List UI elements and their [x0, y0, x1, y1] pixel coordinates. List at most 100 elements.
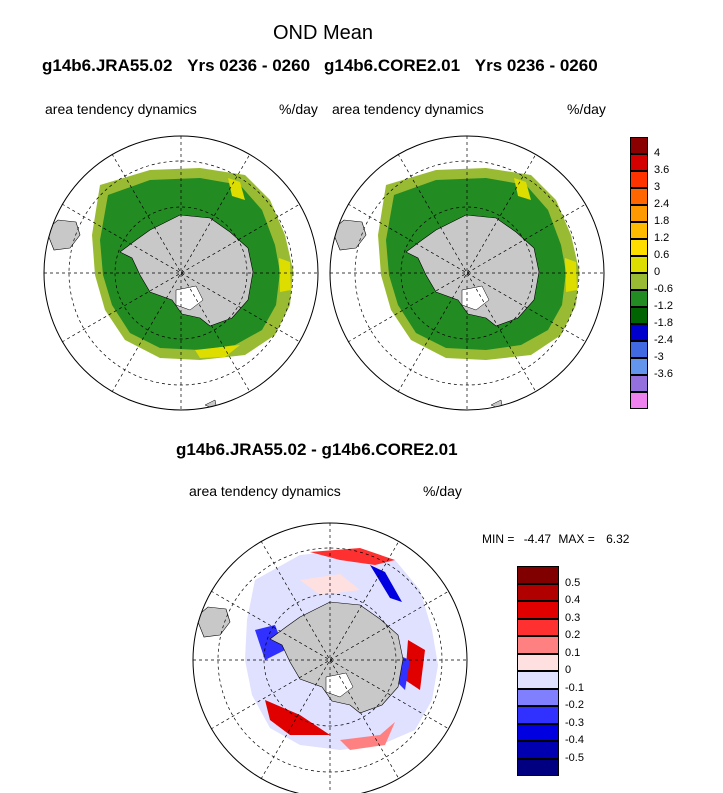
colorbar-top-swatch — [630, 358, 648, 375]
colorbar-top-swatch — [630, 171, 648, 188]
colorbar-top-swatch — [630, 273, 648, 290]
left-variable-label: area tendency dynamics — [45, 101, 197, 117]
colorbar-top-label: 1.2 — [654, 232, 670, 244]
left-ice-shelf — [175, 285, 204, 311]
colorbar-top-swatch — [630, 392, 648, 409]
diff-south-america — [195, 606, 231, 638]
colorbar-top-label: -3.6 — [654, 368, 673, 380]
diff-variable-label: area tendency dynamics — [189, 483, 341, 499]
colorbar-bottom-swatch — [517, 758, 559, 776]
colorbar-top-label: -1.8 — [654, 317, 673, 329]
colorbar-top: 4 3.6 3 2.4 1.8 1.2 0.6 0 -0.6 -1.2 -1.8 -2.4 -3 -3.6 — [630, 137, 708, 409]
left-ice-yellow-2 — [279, 258, 291, 292]
colorbar-top-swatch — [630, 256, 648, 273]
diff-blue-band-1 — [370, 565, 402, 602]
left-ice-yellow-3 — [195, 345, 240, 358]
right-south-america — [331, 219, 367, 251]
colorbar-bottom-label: 0.1 — [565, 646, 581, 659]
left-case-name: g14b6.JRA55.02 — [42, 56, 173, 75]
colorbar-top-swatch — [630, 137, 648, 154]
colorbar-bottom-label: 0.2 — [565, 629, 581, 641]
colorbar-top-swatch — [630, 154, 648, 171]
right-units-label: %/day — [567, 101, 606, 117]
colorbar-top-label: 1.8 — [654, 215, 670, 227]
colorbar-top-label: -1.2 — [654, 300, 673, 312]
right-antarctica — [405, 214, 540, 327]
right-graticule — [330, 136, 604, 410]
colorbar-top-label: -2.4 — [654, 334, 673, 346]
diff-red-band-4 — [405, 640, 425, 690]
colorbar-bottom-label: 0.5 — [565, 576, 581, 589]
right-polar-map — [329, 135, 605, 411]
colorbar-bottom-label: -0.2 — [565, 699, 584, 711]
max-label: MAX = — [558, 532, 595, 546]
right-variable-label: area tendency dynamics — [332, 101, 484, 117]
colorbar-top-label: 0.6 — [654, 249, 670, 261]
right-years: Yrs 0236 - 0260 — [474, 56, 598, 75]
colorbar-top-swatch — [630, 341, 648, 358]
diff-panel-title: g14b6.JRA55.02 - g14b6.CORE2.01 — [176, 440, 458, 459]
left-polar-map — [43, 135, 319, 411]
right-case-name: g14b6.CORE2.01 — [324, 56, 461, 75]
left-ice-yellow-1 — [228, 178, 245, 200]
diff-graticule — [193, 523, 467, 793]
colorbar-bottom-swatch — [517, 741, 559, 759]
left-units-label: %/day — [279, 101, 318, 117]
left-years: Yrs 0236 - 0260 — [187, 56, 311, 75]
main-title: OND Mean — [273, 22, 374, 44]
colorbar-top-label: 2.4 — [654, 198, 670, 210]
diff-red-band-2 — [265, 700, 330, 735]
colorbar-top-label: 3.6 — [654, 164, 670, 176]
min-label: MIN = — [482, 532, 515, 546]
colorbar-bottom-swatch — [517, 618, 559, 636]
colorbar-top-swatch — [630, 307, 648, 324]
diff-units-label: %/day — [423, 483, 462, 499]
colorbar-top-swatch — [630, 205, 648, 222]
colorbar-top-label: 3 — [654, 181, 661, 193]
colorbar-bottom-label: 0.3 — [565, 611, 581, 624]
right-ice-yellow-1 — [514, 178, 531, 200]
right-panel-subtitle: g14b6.CORE2.01 Yrs 0236 - 0260 — [324, 56, 598, 76]
min-max-readout: MIN = -4.47 MAX = 6.32 — [482, 532, 629, 546]
colorbar-bottom-swatch — [517, 671, 559, 689]
colorbar-bottom-swatch — [517, 706, 559, 724]
left-south-america — [45, 219, 81, 251]
colorbar-top-swatch — [630, 290, 648, 307]
colorbar-top-swatch — [630, 239, 648, 256]
colorbar-top-label: -3 — [654, 351, 664, 363]
colorbar-bottom-swatch — [517, 688, 559, 706]
diff-red-band-1 — [310, 548, 395, 565]
colorbar-top-swatch — [630, 375, 648, 392]
left-graticule — [44, 136, 318, 410]
colorbar-bottom-swatch — [517, 723, 559, 741]
colorbar-bottom-label: -0.5 — [565, 751, 584, 764]
diff-antarctica — [269, 601, 404, 714]
colorbar-bottom-label: -0.3 — [565, 716, 584, 729]
colorbar-top-label: 0 — [654, 266, 661, 278]
colorbar-bottom-label: 0.4 — [565, 594, 581, 606]
colorbar-top-label: 4 — [654, 147, 661, 159]
colorbar-bottom-label: 0 — [565, 664, 572, 676]
diff-ice-shelf — [325, 672, 354, 698]
min-value: -4.47 — [523, 532, 552, 546]
diff-polar-map — [192, 522, 468, 793]
colorbar-bottom-swatch — [517, 653, 559, 671]
colorbar-bottom-swatch — [517, 601, 559, 619]
colorbar-bottom-label: -0.4 — [565, 734, 584, 746]
colorbar-top-swatch — [630, 324, 648, 341]
colorbar-bottom-swatch — [517, 566, 559, 584]
colorbar-top-swatch — [630, 222, 648, 239]
max-value: 6.32 — [606, 532, 630, 546]
right-ice-yellow-2 — [565, 258, 577, 292]
diff-red-band-3 — [340, 722, 395, 750]
right-ice-shelf — [461, 285, 490, 311]
colorbar-bottom-swatch — [517, 636, 559, 654]
colorbar-bottom-label: -0.1 — [565, 681, 584, 694]
colorbar-bottom-swatch — [517, 583, 559, 601]
colorbar-bottom: 0.5 0.4 0.3 0.2 0.1 0 -0.1 -0.2 -0.3 -0.4 -0.5 — [517, 566, 619, 776]
colorbar-top-swatch — [630, 188, 648, 205]
colorbar-top-label: -0.6 — [654, 283, 673, 295]
left-panel-subtitle: g14b6.JRA55.02 Yrs 0236 - 0260 — [42, 56, 310, 76]
left-antarctica — [119, 214, 254, 327]
